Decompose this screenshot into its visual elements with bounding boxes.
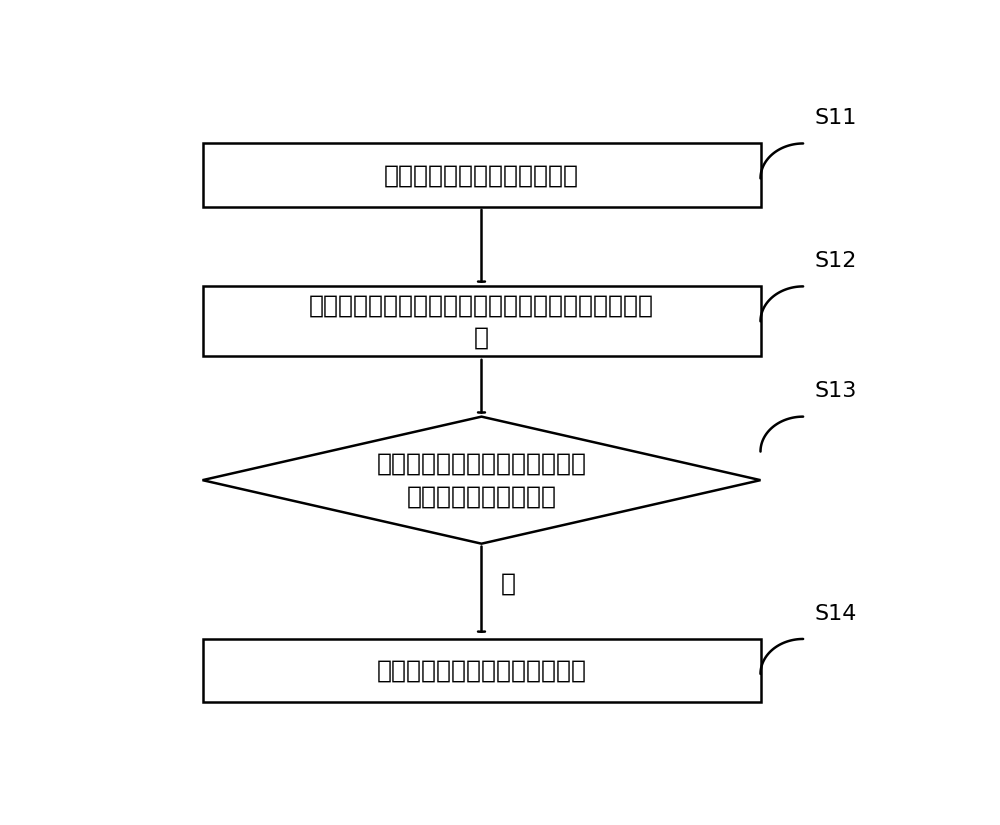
Polygon shape	[203, 417, 761, 544]
Text: 则确认待测试应用存在并发漏洞: 则确认待测试应用存在并发漏洞	[376, 658, 586, 683]
Text: 是: 是	[501, 572, 516, 596]
Bar	[203, 144, 761, 207]
Bar	[203, 639, 761, 703]
Bar	[203, 286, 761, 356]
Text: S11: S11	[815, 108, 857, 128]
Text: S14: S14	[815, 604, 857, 624]
Text: S13: S13	[815, 381, 857, 401]
Text: S12: S12	[815, 251, 857, 271]
Text: 抓取待测试应用的响应数据包: 抓取待测试应用的响应数据包	[384, 163, 579, 187]
Text: 统计响应数据包的长度以及目标长度的响应数据包数
量: 统计响应数据包的长度以及目标长度的响应数据包数 量	[309, 294, 654, 349]
Text: 判断目标长度的响应数据包数量
是否大于预设数量阈值: 判断目标长度的响应数据包数量 是否大于预设数量阈值	[376, 451, 586, 509]
